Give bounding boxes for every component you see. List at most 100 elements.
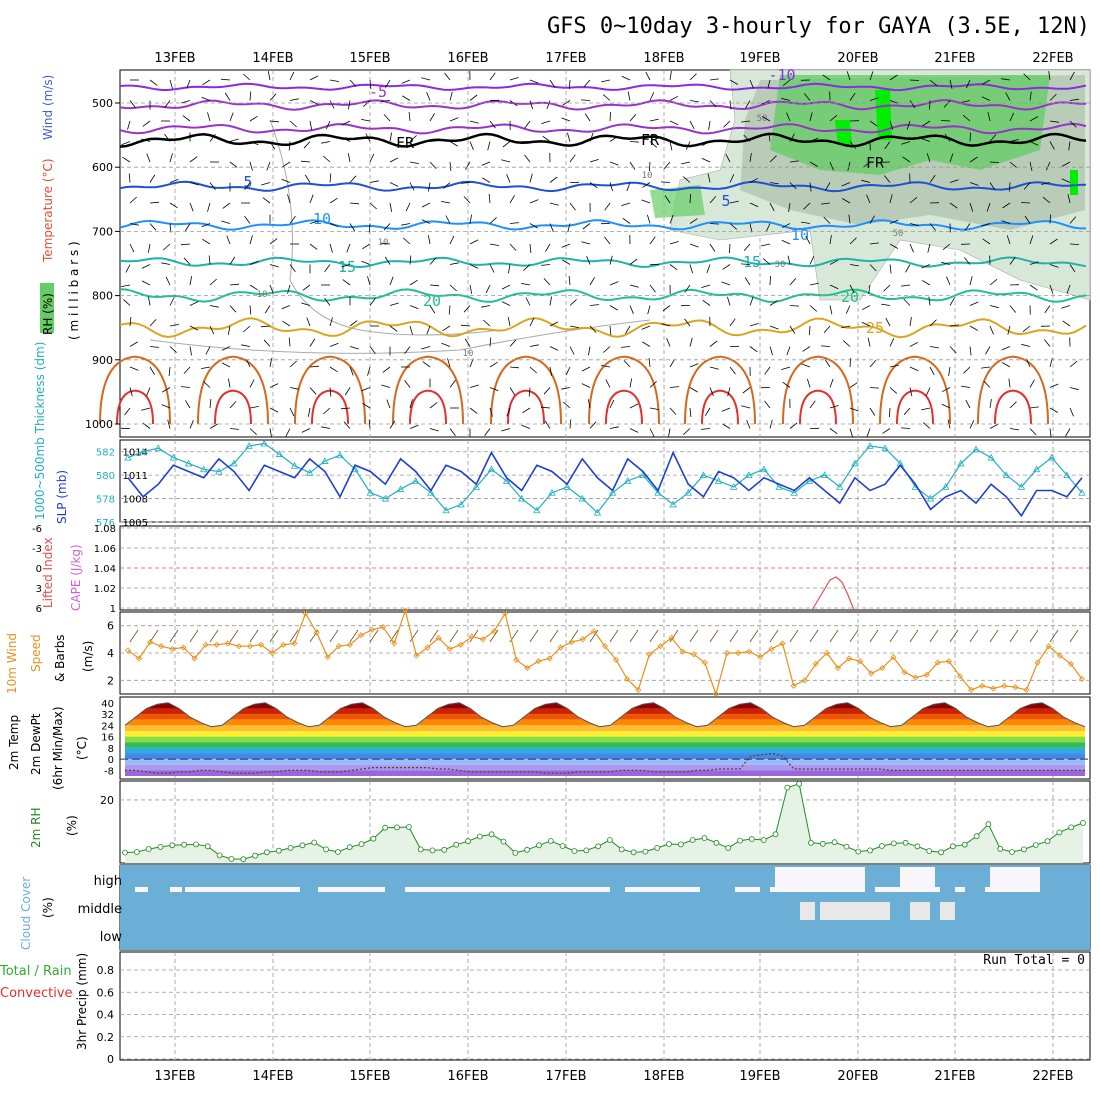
wind-barb — [465, 161, 471, 170]
wind-barb — [981, 223, 991, 227]
contour-label: -5 — [369, 83, 387, 101]
wind-barb — [127, 120, 131, 130]
rh-marker — [500, 838, 507, 845]
wind-barb — [822, 74, 831, 81]
thickness-marker — [881, 444, 889, 452]
rh-shade-bright — [875, 90, 892, 140]
wind-speed-marker — [269, 649, 276, 657]
slp-tick-label: 1011 — [123, 471, 148, 482]
wind-barb — [321, 426, 331, 429]
wind-barb — [380, 100, 391, 102]
wind-barb — [989, 161, 1000, 163]
wind-barb — [989, 305, 999, 309]
thickness-marker — [306, 468, 314, 476]
rh-shade-bright — [1070, 170, 1078, 195]
temp-contour-30 — [197, 355, 269, 425]
wind-barb — [689, 387, 698, 393]
wind-barb — [229, 305, 237, 313]
wind-barb — [629, 141, 640, 143]
wind-barb — [324, 298, 331, 306]
panel-frame-precip — [119, 951, 1091, 1061]
wind-barb — [722, 423, 731, 429]
wind-barb-10m — [929, 629, 939, 643]
contour-label: FR — [396, 134, 415, 152]
wind-barb — [561, 243, 571, 248]
thickness-marker — [230, 459, 238, 467]
wind-barb — [669, 264, 678, 271]
rh-marker — [985, 821, 992, 828]
rh-marker — [843, 843, 850, 850]
rh-marker — [240, 856, 247, 863]
precip-ylabel-b: Convective — [0, 986, 73, 1001]
wind-barb — [529, 173, 533, 183]
date-label-bottom: 15FEB — [349, 1069, 390, 1084]
wind-barb — [647, 214, 651, 224]
rh-marker — [465, 838, 471, 845]
rh-marker — [1056, 829, 1063, 836]
wind-barb — [367, 366, 371, 376]
wind-barb — [147, 243, 151, 253]
wind-barb — [1049, 141, 1055, 150]
rh-marker — [784, 784, 791, 791]
wind-barb — [842, 340, 851, 347]
temp-contour-35 — [701, 389, 739, 425]
wind-barb — [428, 182, 431, 192]
wind-barb — [743, 134, 751, 142]
wind-barb-10m — [289, 629, 299, 643]
wind-barb — [549, 366, 553, 376]
wind-barb — [622, 217, 631, 224]
wind-barb — [905, 264, 911, 273]
rh-marker — [394, 824, 400, 831]
wind-speed-marker — [346, 641, 353, 648]
wind-barb — [605, 379, 611, 388]
wind-barb — [189, 156, 198, 163]
wind-barb — [883, 284, 891, 292]
wind-barb — [182, 115, 191, 122]
thickness-marker — [866, 442, 874, 449]
wind-barb-10m — [829, 629, 839, 643]
rh-contour — [269, 119, 501, 336]
wind-barb — [1062, 320, 1071, 327]
wind-barb — [229, 283, 240, 286]
wind-barb — [281, 178, 291, 183]
wind-barb — [1029, 428, 1037, 436]
wind-barb — [820, 345, 831, 347]
wind-barb — [829, 235, 832, 245]
rh-line — [124, 783, 1084, 860]
wind-barb — [262, 197, 271, 204]
wind-barb — [1061, 161, 1071, 167]
wind-barb — [369, 298, 376, 306]
date-label-top: 22FEB — [1032, 51, 1073, 66]
wind-barb — [129, 243, 135, 253]
wind-barb — [969, 156, 978, 163]
pressure-tick-label: 700 — [92, 225, 113, 238]
wind-barb — [362, 243, 371, 250]
wind-barb — [666, 338, 671, 347]
wind-barb — [367, 276, 371, 286]
wind-speed-marker — [513, 656, 520, 663]
wind-barb — [925, 387, 931, 396]
wind-barb — [309, 75, 319, 81]
wind-barb-10m — [269, 629, 279, 643]
wind-barb-10m — [809, 629, 819, 643]
wind-barb — [709, 223, 720, 225]
wind-barb — [249, 284, 258, 291]
temp-contour-5 — [119, 180, 1087, 193]
wind-barb — [409, 135, 417, 142]
wind-barb — [1045, 161, 1051, 171]
wind-barb — [809, 325, 811, 336]
wind-barb — [481, 161, 491, 166]
cloud-layer-label: high — [94, 874, 122, 889]
wind-speed-marker — [1056, 652, 1063, 659]
wind-barb — [741, 405, 751, 409]
wind-barb — [684, 318, 691, 327]
wind-barb — [501, 428, 511, 432]
wind-barb — [229, 112, 234, 122]
wind-barb — [549, 176, 558, 183]
cloud-middle-gap — [800, 902, 815, 920]
thickness-marker — [745, 471, 753, 479]
wind-barb — [329, 173, 332, 183]
rh-marker — [476, 833, 483, 840]
thickness-marker — [775, 483, 783, 490]
